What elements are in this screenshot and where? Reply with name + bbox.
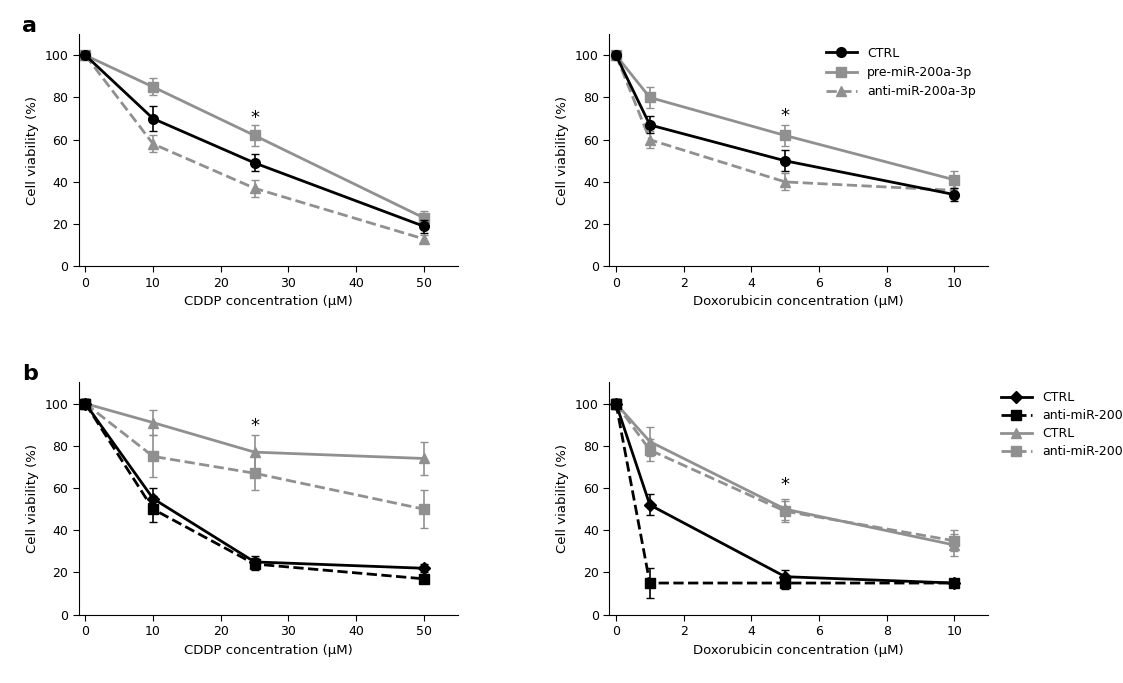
Y-axis label: Cell viability (%): Cell viability (%) <box>26 96 39 205</box>
Text: a: a <box>21 16 37 36</box>
Legend: CTRL, anti-miR-200a-3p, CTRL, anti-miR-200a-3p: CTRL, anti-miR-200a-3p, CTRL, anti-miR-2… <box>998 389 1123 461</box>
Text: *: * <box>250 109 259 127</box>
X-axis label: Doxorubicin concentration (μM): Doxorubicin concentration (μM) <box>693 295 904 308</box>
Y-axis label: Cell viability (%): Cell viability (%) <box>556 444 569 553</box>
Text: *: * <box>250 417 259 435</box>
Y-axis label: Cell viability (%): Cell viability (%) <box>26 444 39 553</box>
X-axis label: CDDP concentration (μM): CDDP concentration (μM) <box>184 643 353 656</box>
Text: *: * <box>780 476 789 494</box>
Legend: CTRL, pre-miR-200a-3p, anti-miR-200a-3p: CTRL, pre-miR-200a-3p, anti-miR-200a-3p <box>820 40 982 104</box>
Y-axis label: Cell viability (%): Cell viability (%) <box>556 96 569 205</box>
Text: *: * <box>780 107 789 125</box>
Text: b: b <box>21 364 38 384</box>
X-axis label: CDDP concentration (μM): CDDP concentration (μM) <box>184 295 353 308</box>
X-axis label: Doxorubicin concentration (μM): Doxorubicin concentration (μM) <box>693 643 904 656</box>
